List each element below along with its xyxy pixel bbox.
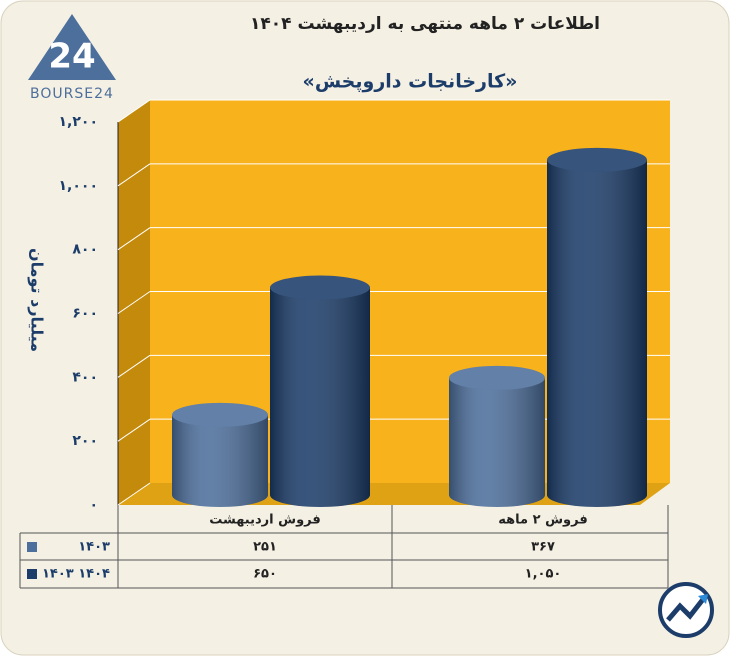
cylinder-shade (449, 377, 545, 507)
y-tick-label: ۸۰۰ (72, 242, 98, 258)
cylinder-shade (547, 159, 647, 507)
logo-text: BOURSE24 (30, 86, 114, 102)
grid-line (117, 482, 151, 506)
x-tick-label: فروش اردیبهشت (209, 513, 321, 528)
y-tick-label: ۱,۲۰۰ (59, 114, 99, 130)
plot: ۰ ۲۰۰ ۴۰۰ ۶۰۰ ۸۰۰ ۱,۰۰۰ ۱,۲۰۰ (59, 99, 670, 513)
grid-line (117, 163, 151, 187)
y-axis-label: میلیارد تومان (28, 248, 47, 352)
cylinder-shade (172, 414, 268, 507)
cylinder-top (547, 147, 647, 172)
legend-label: ۱۴۰۳ (78, 540, 110, 555)
cylinder-top-light (547, 147, 647, 172)
chart-title: اطلاعات ۲ ماهه منتهی به اردیبهشت ۱۴۰۴ (250, 14, 600, 34)
chart-subtitle: «کارخانجات داروپخش» (303, 71, 518, 93)
grid-line (117, 418, 151, 442)
data-label: ۲۵۱ (253, 540, 277, 555)
cylinder-top-light (270, 275, 370, 300)
corner-icon-arrow (698, 594, 708, 604)
logo-mark: 24 (48, 37, 95, 77)
grid-line (117, 354, 151, 378)
y-tick-label: ۲۰۰ (72, 433, 98, 449)
y-tick-label: ۱,۰۰۰ (59, 178, 99, 194)
logo-triangle (28, 14, 116, 80)
cylinder-top-light (172, 402, 268, 427)
cylinder-top-light (449, 365, 545, 390)
y-tick-label: ۴۰۰ (72, 369, 98, 385)
grid-line (117, 291, 151, 314)
data-label: ۳۶۷ (531, 540, 555, 555)
grid-line (117, 99, 151, 123)
table-grid (19, 505, 669, 589)
x-tick-label: فروش ۲ ماهه (498, 513, 587, 528)
data-label: ۶۵۰ (253, 567, 277, 582)
data-label: ۱,۰۵۰ (525, 567, 562, 582)
table: فروش اردیبهشت ۲۵۱ ۶۵۰ فروش ۲ ماهه ۳۶۷ ۱,۰۵۰ ۱۴… (27, 513, 588, 582)
legend-swatch (27, 542, 37, 552)
grid-line (117, 227, 151, 251)
legend-label: ۱۴۰۳ ۱۴۰۴ (42, 567, 110, 582)
cylinder-top (172, 402, 268, 427)
y-tick-label: ۰ (89, 497, 98, 513)
cylinder-top (270, 275, 370, 300)
y-tick-label: ۶۰۰ (72, 306, 98, 322)
cylinder-shade (270, 287, 370, 507)
cylinder-top (449, 365, 545, 390)
corner-icon-line (666, 596, 706, 622)
legend-swatch (27, 569, 37, 579)
